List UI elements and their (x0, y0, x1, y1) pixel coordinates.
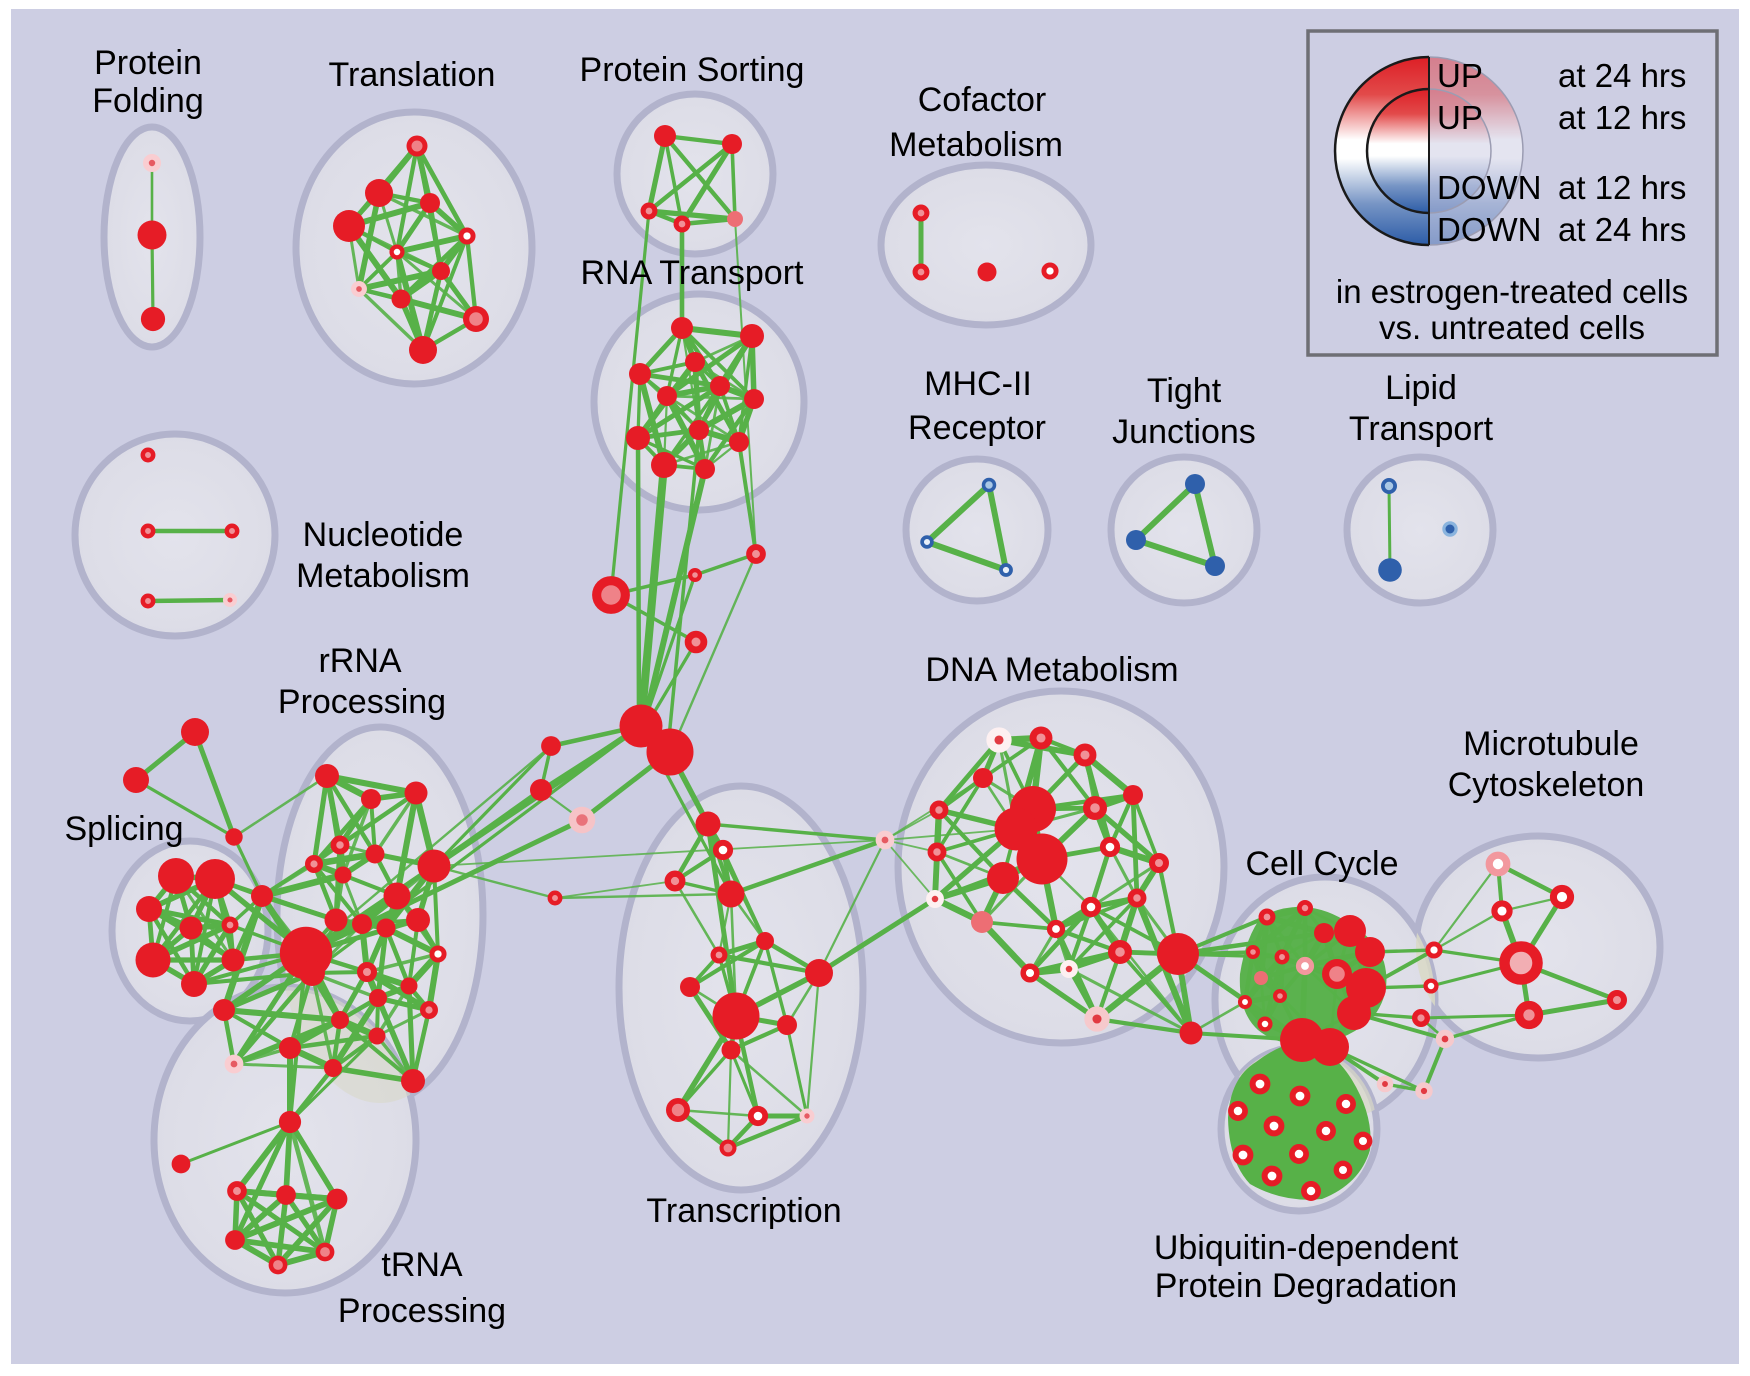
svg-text:UP: UP (1437, 57, 1483, 94)
svg-text:Microtubule: Microtubule (1463, 725, 1639, 763)
svg-text:Protein: Protein (94, 44, 202, 82)
svg-text:Lipid: Lipid (1385, 369, 1457, 407)
svg-text:Metabolism: Metabolism (296, 557, 470, 595)
svg-text:MHC-II: MHC-II (924, 365, 1032, 403)
svg-text:Translation: Translation (329, 56, 496, 94)
svg-text:Metabolism: Metabolism (889, 126, 1063, 164)
svg-text:rRNA: rRNA (318, 642, 401, 680)
svg-text:Ubiquitin-dependent: Ubiquitin-dependent (1154, 1229, 1459, 1267)
svg-text:Cofactor: Cofactor (918, 81, 1047, 119)
svg-text:vs. untreated cells: vs. untreated cells (1379, 309, 1645, 346)
svg-text:Junctions: Junctions (1112, 413, 1256, 451)
svg-text:Cytoskeleton: Cytoskeleton (1448, 766, 1645, 804)
svg-text:Receptor: Receptor (908, 409, 1046, 447)
svg-text:UP: UP (1437, 99, 1483, 136)
svg-text:Splicing: Splicing (64, 810, 183, 848)
svg-text:Nucleotide: Nucleotide (303, 516, 464, 554)
svg-text:Protein Sorting: Protein Sorting (580, 51, 805, 89)
svg-text:Transport: Transport (1349, 410, 1494, 448)
svg-text:at 12 hrs: at 12 hrs (1558, 99, 1686, 136)
svg-text:at 12 hrs: at 12 hrs (1558, 169, 1686, 206)
svg-text:in estrogen-treated cells: in estrogen-treated cells (1336, 273, 1688, 310)
svg-text:Protein Degradation: Protein Degradation (1155, 1267, 1457, 1305)
svg-text:Transcription: Transcription (646, 1192, 841, 1230)
svg-text:tRNA: tRNA (381, 1246, 463, 1284)
svg-text:DOWN: DOWN (1437, 169, 1541, 206)
svg-text:Processing: Processing (278, 683, 446, 721)
svg-text:Processing: Processing (338, 1292, 506, 1330)
svg-text:DNA Metabolism: DNA Metabolism (925, 651, 1178, 689)
svg-text:RNA Transport: RNA Transport (581, 254, 805, 292)
svg-text:DOWN: DOWN (1437, 211, 1541, 248)
svg-text:Cell Cycle: Cell Cycle (1245, 845, 1398, 883)
svg-text:Folding: Folding (92, 82, 204, 120)
svg-text:at 24 hrs: at 24 hrs (1558, 57, 1686, 94)
svg-text:Tight: Tight (1147, 372, 1222, 410)
svg-text:at 24 hrs: at 24 hrs (1558, 211, 1686, 248)
